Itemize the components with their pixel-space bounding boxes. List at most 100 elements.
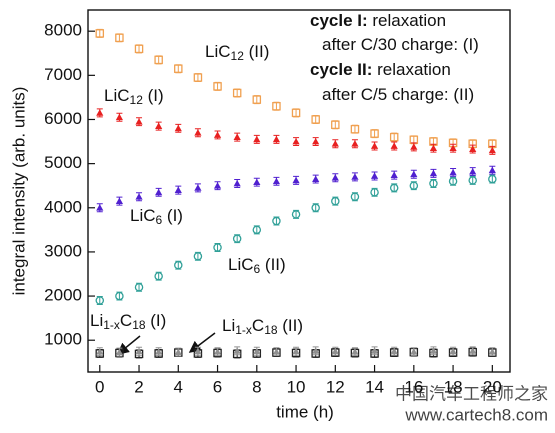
data-point bbox=[370, 142, 379, 149]
data-point bbox=[448, 177, 458, 186]
data-point bbox=[410, 348, 418, 355]
annotation-part: after C/30 charge: (I) bbox=[322, 35, 479, 54]
error-bar bbox=[351, 124, 358, 134]
y-tick-label: 6000 bbox=[44, 109, 82, 128]
data-point bbox=[390, 171, 398, 178]
annotation-part: 12 bbox=[231, 49, 245, 63]
data-point bbox=[449, 347, 457, 355]
error-bar bbox=[175, 64, 182, 74]
error-bar bbox=[332, 120, 339, 130]
x-tick-label: 4 bbox=[174, 377, 183, 396]
data-point bbox=[292, 137, 300, 145]
data-point bbox=[409, 181, 419, 190]
data-point bbox=[96, 109, 104, 116]
annotation-part: 18 bbox=[132, 318, 146, 332]
data-point bbox=[233, 133, 241, 141]
data-point bbox=[272, 177, 281, 185]
annotation: after C/30 charge: (I) bbox=[322, 35, 479, 54]
data-point bbox=[252, 95, 262, 104]
data-point bbox=[232, 234, 242, 243]
data-point bbox=[115, 197, 124, 205]
data-point bbox=[134, 44, 144, 54]
data-point bbox=[312, 137, 320, 145]
data-point bbox=[351, 140, 359, 147]
annotation-part: (II) bbox=[244, 42, 270, 61]
x-tick-label: 16 bbox=[404, 377, 423, 396]
watermark: 中国汽车工程师之家 bbox=[395, 384, 548, 403]
data-point bbox=[115, 113, 124, 121]
error-bar bbox=[155, 55, 162, 65]
data-point bbox=[252, 225, 262, 235]
data-point bbox=[135, 118, 143, 125]
error-bar bbox=[116, 33, 123, 43]
annotation-part: LiC bbox=[228, 255, 254, 274]
error-bar bbox=[273, 101, 280, 111]
annotation-part: relaxation bbox=[368, 11, 446, 30]
data-point bbox=[351, 348, 359, 355]
data-point bbox=[468, 176, 477, 185]
data-point bbox=[469, 167, 477, 175]
annotation-part: 18 bbox=[264, 323, 278, 337]
data-point bbox=[488, 166, 496, 174]
annotation-part: C bbox=[120, 311, 132, 330]
series bbox=[95, 174, 497, 305]
data-point bbox=[194, 347, 202, 355]
data-point bbox=[351, 173, 359, 180]
data-point bbox=[429, 347, 438, 354]
data-point bbox=[272, 135, 281, 143]
data-point bbox=[429, 169, 438, 177]
y-tick-label: 3000 bbox=[44, 241, 82, 260]
watermark: www.cartech8.com bbox=[404, 405, 548, 424]
plot-frame bbox=[87, 9, 511, 373]
data-point bbox=[389, 183, 399, 193]
data-point bbox=[469, 145, 477, 152]
series bbox=[96, 108, 496, 155]
data-point bbox=[174, 348, 182, 356]
x-tick-label: 6 bbox=[213, 377, 222, 396]
annotation-part: 6 bbox=[254, 262, 261, 276]
x-tick-label: 8 bbox=[252, 377, 261, 396]
x-tick-label: 2 bbox=[134, 377, 143, 396]
annotation: LiC12 (II) bbox=[205, 42, 269, 62]
data-point bbox=[331, 196, 340, 206]
data-point bbox=[155, 122, 163, 129]
data-point bbox=[389, 132, 399, 142]
data-point bbox=[488, 174, 497, 184]
error-bar bbox=[371, 129, 378, 139]
data-point bbox=[174, 124, 182, 132]
x-axis-label: time (h) bbox=[276, 402, 334, 421]
data-point bbox=[193, 73, 203, 82]
annotation-part: Li bbox=[90, 311, 103, 330]
data-point bbox=[96, 348, 104, 355]
data-point bbox=[134, 282, 144, 292]
y-tick-label: 4000 bbox=[44, 197, 82, 216]
data-point bbox=[95, 29, 105, 38]
data-point bbox=[213, 131, 222, 138]
annotation-part: (II) bbox=[260, 255, 286, 274]
annotation-part: 1-x bbox=[235, 323, 252, 337]
data-point bbox=[174, 186, 182, 193]
annotation: LiC6 (II) bbox=[228, 255, 286, 275]
data-point bbox=[449, 168, 457, 176]
data-point bbox=[488, 348, 496, 355]
data-point bbox=[331, 174, 339, 181]
annotation: after C/5 charge: (II) bbox=[322, 85, 474, 104]
data-point bbox=[135, 193, 143, 200]
annotation-part: (II) bbox=[278, 316, 304, 335]
data-point bbox=[174, 64, 183, 73]
data-point bbox=[311, 115, 320, 124]
x-tick-label: 20 bbox=[483, 377, 502, 396]
error-bar bbox=[214, 81, 221, 91]
data-point bbox=[291, 108, 301, 118]
y-tick-label: 2000 bbox=[44, 286, 82, 305]
data-point bbox=[370, 347, 379, 354]
annotation-part: relaxation bbox=[372, 60, 450, 79]
data-point bbox=[194, 184, 202, 191]
data-point bbox=[213, 348, 222, 355]
data-point bbox=[272, 101, 281, 111]
data-point bbox=[291, 210, 301, 219]
data-point bbox=[350, 192, 360, 201]
data-point bbox=[292, 347, 300, 355]
data-point bbox=[469, 347, 477, 354]
data-point bbox=[429, 144, 438, 152]
